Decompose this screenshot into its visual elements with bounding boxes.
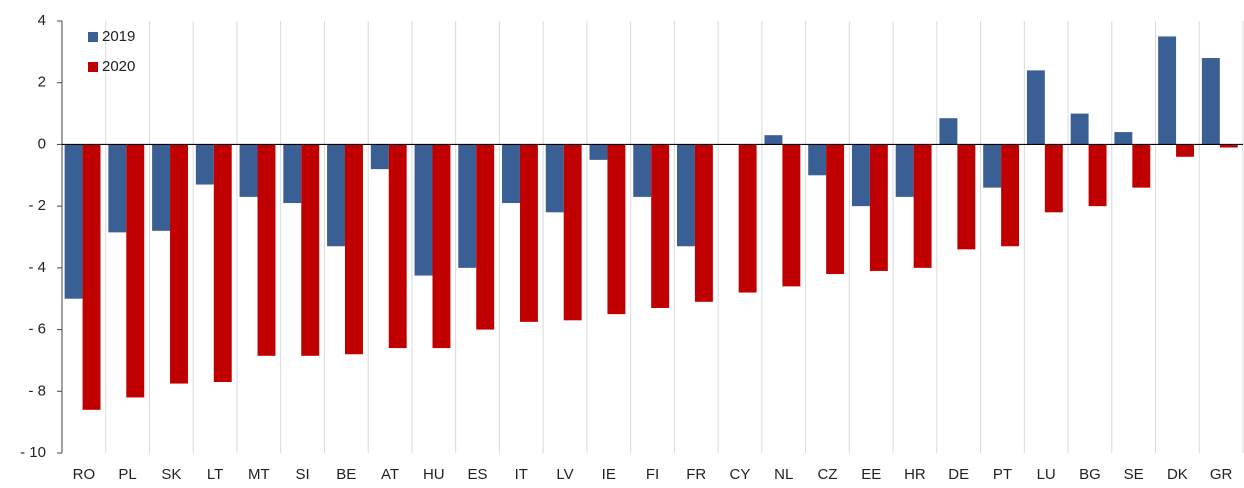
x-tick-label: SE (1124, 466, 1144, 483)
x-tick-label: FI (646, 466, 659, 483)
bar (738, 144, 757, 293)
bar (563, 144, 582, 321)
x-tick-label: HU (423, 466, 445, 483)
bar (414, 144, 433, 276)
bar (64, 144, 83, 299)
bar (519, 144, 538, 322)
x-tick-label: LU (1037, 466, 1056, 483)
bar (432, 144, 451, 349)
bar (1176, 144, 1195, 157)
x-tick-label: LV (556, 466, 573, 483)
legend-swatch (88, 62, 98, 72)
x-tick-label: BE (336, 466, 356, 483)
bar (589, 144, 608, 160)
bar (1219, 144, 1238, 148)
bar (1201, 58, 1220, 145)
legend-label: 2020 (102, 58, 135, 75)
y-tick-label: - 10 (20, 444, 46, 461)
legend-label: 2019 (102, 28, 135, 45)
bar (764, 135, 783, 145)
bar (239, 144, 258, 197)
bar (676, 144, 695, 247)
x-tick-label: NL (774, 466, 793, 483)
bar (694, 144, 713, 302)
bar (257, 144, 276, 356)
legend-swatch (88, 32, 98, 42)
bar (607, 144, 626, 315)
x-tick-label: DE (948, 466, 969, 483)
bar (895, 144, 914, 197)
bar (345, 144, 363, 355)
bar (458, 144, 477, 268)
bar (502, 144, 520, 204)
bar (983, 144, 1002, 188)
x-tick-label: PT (993, 466, 1012, 483)
bar (651, 144, 670, 308)
bar (782, 144, 801, 287)
y-tick-label: - 4 (28, 259, 46, 276)
bar (869, 144, 888, 271)
bar (1044, 144, 1063, 213)
bar (851, 144, 870, 207)
x-tick-label: BG (1079, 466, 1101, 483)
x-tick-label: ES (468, 466, 488, 483)
x-tick-label: IE (602, 466, 616, 483)
x-tick-label: GR (1210, 466, 1233, 483)
bar (957, 144, 976, 250)
x-tick-label: HR (904, 466, 926, 483)
bar (213, 144, 232, 383)
bar (82, 144, 101, 410)
bar (913, 144, 932, 268)
bar (1088, 144, 1107, 207)
x-tick-label: SK (161, 466, 181, 483)
bar (545, 144, 564, 213)
bar (1001, 144, 1020, 247)
x-tick-label: CZ (817, 466, 837, 483)
bar (1132, 144, 1151, 188)
bar (152, 144, 171, 231)
bar (633, 144, 652, 197)
y-tick-label: - 2 (28, 197, 46, 214)
x-tick-label: AT (381, 466, 399, 483)
bar (388, 144, 407, 349)
x-tick-label: PL (118, 466, 136, 483)
y-tick-label: 0 (38, 135, 46, 152)
x-tick-label: SI (295, 466, 309, 483)
x-tick-label: FR (686, 466, 706, 483)
bar (170, 144, 188, 384)
bar (1070, 113, 1089, 145)
bar (283, 144, 302, 204)
bar (1114, 132, 1133, 145)
bar (939, 118, 958, 145)
bar (826, 144, 845, 275)
y-tick-label: 4 (38, 12, 46, 29)
bar (476, 144, 495, 330)
bar (301, 144, 320, 356)
bar (126, 144, 145, 398)
bar (808, 144, 827, 176)
x-tick-label: IT (515, 466, 528, 483)
x-tick-label: RO (73, 466, 96, 483)
bar (1158, 36, 1177, 145)
y-tick-label: - 6 (28, 321, 46, 338)
bar (370, 144, 389, 170)
bar (1026, 70, 1045, 145)
x-tick-label: CY (730, 466, 751, 483)
bar (108, 144, 127, 233)
x-tick-label: DK (1167, 466, 1188, 483)
bar (327, 144, 346, 247)
x-tick-label: MT (248, 466, 270, 483)
x-tick-label: LT (207, 466, 223, 483)
y-tick-label: 2 (38, 74, 46, 91)
bar (195, 144, 214, 185)
x-tick-label: EE (861, 466, 881, 483)
y-tick-label: - 8 (28, 382, 46, 399)
